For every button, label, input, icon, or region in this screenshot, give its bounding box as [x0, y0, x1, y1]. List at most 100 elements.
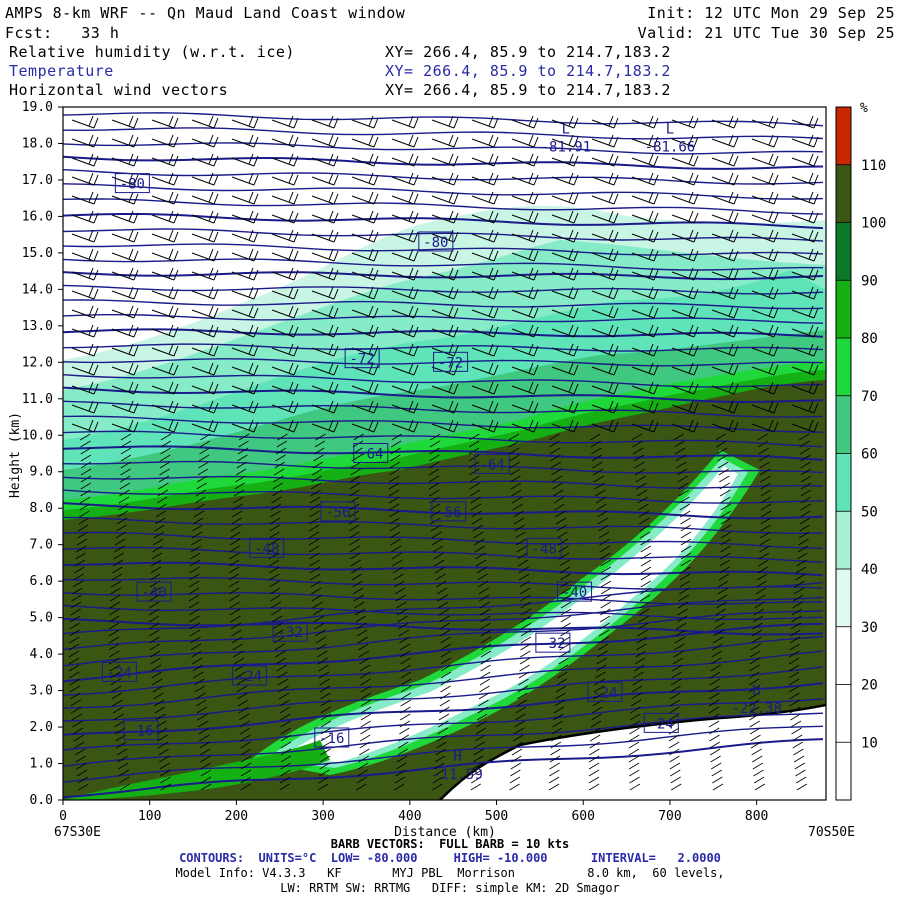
colorbar-segment [836, 626, 851, 685]
wind-barb [751, 381, 779, 395]
wind-barb [431, 419, 459, 433]
model-info: Model Info: V4.3.3 KF MYJ PBL Morrison 8… [175, 866, 725, 880]
wind-barb [311, 305, 339, 319]
wind-barb [351, 419, 379, 433]
wind-barb [151, 362, 179, 376]
wind-barb [511, 172, 539, 186]
valid-time: Valid: 21 UTC Tue 30 Sep 25 [637, 24, 895, 42]
contour-label: -72 [349, 352, 374, 368]
colorbar-label: 80 [861, 331, 878, 347]
wind-barb [151, 324, 179, 338]
x-tick-label: 0 [59, 809, 67, 824]
wind-barb [391, 305, 419, 319]
field-label-wind: Horizontal wind vectors [9, 81, 229, 99]
contour-label: -40 [141, 585, 166, 601]
isotherm-line [63, 698, 824, 751]
contour-label: -24 [649, 716, 674, 732]
colorbar-segment [836, 280, 851, 338]
wind-barb [351, 305, 379, 319]
isotherm-line [63, 636, 824, 696]
contour-label-box [249, 537, 285, 558]
wind-barb [631, 324, 659, 338]
wind-barb [711, 381, 739, 395]
wind-barb [151, 305, 179, 319]
wind-barb [111, 191, 139, 205]
wind-barb [591, 248, 619, 262]
wind-barb [311, 172, 339, 186]
wind-barb [711, 172, 739, 186]
wind-barb [591, 362, 619, 376]
y-axis-label: Height (km) [8, 412, 23, 498]
field-label-rh: Relative humidity (w.r.t. ice) [9, 43, 295, 61]
colorbar-label: 70 [861, 389, 878, 405]
wind-barb [311, 134, 339, 148]
wind-barb [751, 324, 779, 338]
wind-barb [71, 286, 99, 300]
wind-barb [751, 115, 779, 129]
colorbar-segment [836, 338, 851, 396]
wind-barb [591, 419, 619, 433]
wind-barb [191, 153, 219, 167]
wind-barb [391, 381, 419, 395]
wind-barb [671, 134, 699, 148]
wind-barb [551, 381, 579, 395]
colorbar-segment [836, 107, 851, 165]
x-axis-label: Distance (km) [394, 825, 496, 840]
wind-barb [271, 419, 299, 433]
wind-barb [231, 267, 259, 281]
wind-barb [551, 343, 579, 357]
wind-barb [631, 210, 659, 224]
wind-barb [391, 153, 419, 167]
wind-barb [711, 210, 739, 224]
y-tick-label: 18.0 [22, 136, 53, 151]
wind-barb [671, 324, 699, 338]
wind-barb [231, 286, 259, 300]
wind-barb [551, 267, 579, 281]
wind-barb [511, 362, 539, 376]
wind-barb [231, 343, 259, 357]
wind-barb [431, 267, 459, 281]
wind-barb [711, 286, 739, 300]
wind-barb [231, 115, 259, 129]
wind-barb [311, 248, 339, 262]
wind-barb-column [628, 433, 652, 791]
contour-label-box [587, 681, 623, 702]
isotherm-line [63, 374, 824, 388]
wind-barb [391, 267, 419, 281]
wind-barb [191, 267, 219, 281]
wind-barb [271, 400, 299, 414]
wind-barb [631, 343, 659, 357]
wind-barb [471, 229, 499, 243]
x-tick-label: 400 [398, 809, 421, 824]
wind-barb [71, 305, 99, 319]
wind-barb [711, 267, 739, 281]
isotherm-line [63, 650, 824, 709]
wind-barb [151, 267, 179, 281]
x-tick-label: 600 [571, 809, 594, 824]
wind-barb [711, 248, 739, 262]
wind-barb [471, 305, 499, 319]
wind-barb [511, 229, 539, 243]
wind-barb [631, 172, 659, 186]
isotherm-line [63, 386, 824, 404]
wind-barb [591, 134, 619, 148]
wind-barb [231, 134, 259, 148]
wind-barb [591, 343, 619, 357]
wind-barb [591, 381, 619, 395]
extremum-value: -81.66 [645, 139, 696, 155]
wind-barb [751, 286, 779, 300]
isotherm-line [63, 228, 824, 242]
wind-barb [751, 362, 779, 376]
y-tick-label: 3.0 [30, 684, 53, 699]
wind-barb [191, 286, 219, 300]
wind-barb [71, 381, 99, 395]
wind-barb [631, 400, 659, 414]
x-tick-label: 800 [745, 809, 768, 824]
wind-barb [791, 324, 819, 338]
wind-barb [151, 419, 179, 433]
wind-barb [471, 248, 499, 262]
x-tick-label: 300 [311, 809, 334, 824]
wind-barb [71, 115, 99, 129]
wind-barb [391, 419, 419, 433]
colorbar-segment [836, 453, 851, 512]
